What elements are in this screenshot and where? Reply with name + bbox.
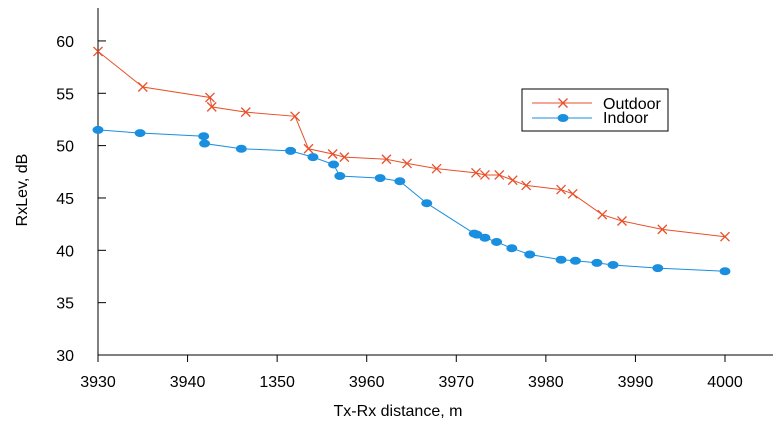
- legend-indoor-label: Indoor: [603, 110, 649, 127]
- y-tick-label: 50: [56, 139, 74, 156]
- legend-box: [521, 88, 669, 132]
- outdoor-point: [720, 231, 730, 242]
- outdoor-line: [97, 51, 726, 238]
- outdoor-point: [507, 175, 518, 186]
- x-tick-label: 3930: [80, 374, 116, 391]
- y-tick-label: 45: [56, 191, 74, 208]
- outdoor-point: [479, 169, 490, 180]
- outdoor-point: [327, 149, 338, 159]
- legend-outdoor-label: Outdoor: [603, 96, 661, 113]
- indoor-point: [334, 171, 346, 180]
- indoor-point: [198, 132, 210, 141]
- x-tick-label: 3960: [349, 374, 385, 391]
- series-outdoor: [93, 46, 730, 242]
- indoor-point: [652, 264, 664, 273]
- series-indoor: [92, 125, 731, 276]
- outdoor-point: [205, 92, 215, 103]
- outdoor-point: [290, 111, 301, 122]
- outdoor-point: [556, 184, 567, 195]
- indoor-point: [479, 233, 491, 242]
- indoor-point: [506, 244, 518, 253]
- axes: [97, 8, 773, 356]
- y-tick-label: 30: [56, 348, 74, 365]
- outdoor-point: [402, 158, 412, 169]
- legend-x-marker: [558, 98, 568, 108]
- outdoor-point: [521, 180, 532, 191]
- indoor-point: [328, 160, 340, 169]
- series: [92, 46, 731, 276]
- x-ticks: 3930 3940 1350 3960 3970 3980 3990 4000: [80, 355, 743, 391]
- y-tick-label: 35: [56, 296, 74, 313]
- y-ticks: 30 35 40 45 50 55 60: [56, 34, 106, 365]
- y-tick-label: 40: [56, 243, 74, 260]
- outdoor-point: [206, 101, 217, 112]
- x-tick-label: 3990: [618, 374, 654, 391]
- indoor-point: [134, 129, 146, 138]
- legend-indoor-marker: [557, 114, 569, 122]
- outdoor-point: [93, 46, 103, 57]
- x-tick-label: 1350: [259, 374, 295, 391]
- x-tick-label: 3980: [528, 374, 564, 391]
- indoor-point: [607, 260, 619, 269]
- outdoor-point: [303, 143, 314, 154]
- y-axis-label: RxLev, dB: [14, 154, 31, 227]
- outdoor-point: [494, 169, 505, 180]
- legend-outdoor-marker: [558, 98, 568, 108]
- outdoor-point: [617, 216, 627, 226]
- outdoor-point: [339, 152, 350, 163]
- legend-dot-marker: [557, 114, 569, 122]
- indoor-point: [471, 230, 483, 239]
- x-axis-label: Tx-Rx distance, m: [334, 403, 463, 420]
- y-tick-label: 60: [56, 34, 74, 51]
- indoor-point: [421, 199, 433, 208]
- indoor-point: [307, 153, 319, 162]
- indoor-point: [591, 258, 603, 267]
- legend: Outdoor Indoor: [521, 88, 669, 132]
- y-tick-label: 55: [56, 86, 74, 103]
- indoor-line: [97, 129, 726, 272]
- x-tick-label: 3970: [438, 374, 474, 391]
- outdoor-point: [240, 107, 251, 118]
- outdoor-point: [381, 154, 392, 165]
- indoor-point: [719, 267, 731, 276]
- outdoor-point: [597, 209, 608, 220]
- outdoor-point: [657, 224, 668, 235]
- indoor-point: [524, 250, 536, 259]
- outdoor-point: [471, 167, 481, 178]
- indoor-point: [199, 139, 211, 148]
- x-tick-label: 3940: [170, 374, 206, 391]
- indoor-point: [92, 125, 104, 134]
- indoor-point: [394, 177, 406, 186]
- indoor-point: [374, 174, 386, 183]
- outdoor-point: [431, 163, 442, 174]
- x-tick-label: 4000: [707, 374, 743, 391]
- outdoor-point: [137, 82, 148, 92]
- outdoor-point: [567, 188, 578, 199]
- indoor-point: [235, 144, 247, 153]
- indoor-point: [555, 255, 567, 264]
- indoor-point: [569, 256, 581, 265]
- indoor-point: [285, 146, 297, 155]
- indoor-point: [491, 237, 503, 246]
